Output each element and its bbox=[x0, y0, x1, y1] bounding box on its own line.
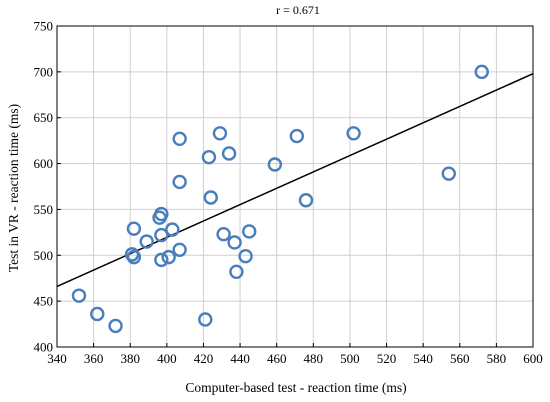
data-point-26 bbox=[267, 157, 283, 172]
y-axis-title: Test in VR - reaction time (ms) bbox=[6, 104, 21, 272]
data-point-21 bbox=[221, 146, 237, 161]
data-point-11 bbox=[161, 249, 176, 265]
data-point-19 bbox=[212, 126, 228, 141]
data-point-2 bbox=[108, 318, 123, 334]
data-point-9 bbox=[154, 227, 169, 243]
data-points bbox=[71, 64, 489, 334]
data-point-0 bbox=[71, 288, 87, 303]
x-tick-label-4: 420 bbox=[194, 351, 214, 366]
x-tick-label-3: 400 bbox=[157, 351, 177, 366]
data-point-29 bbox=[346, 126, 361, 141]
x-tick-label-8: 500 bbox=[340, 351, 360, 366]
data-point-23 bbox=[229, 264, 244, 279]
data-point-13 bbox=[172, 131, 187, 147]
x-tick-label-11: 560 bbox=[450, 351, 470, 366]
data-point-25 bbox=[242, 224, 257, 239]
data-point-15 bbox=[172, 242, 187, 257]
x-tick-label-0: 340 bbox=[47, 351, 67, 366]
data-point-8 bbox=[154, 206, 169, 222]
data-point-31 bbox=[474, 64, 489, 80]
y-tick-label-1: 450 bbox=[34, 294, 54, 309]
data-point-5 bbox=[126, 221, 142, 236]
data-point-20 bbox=[216, 226, 231, 242]
data-point-24 bbox=[238, 249, 253, 264]
y-tick-label-7: 750 bbox=[34, 19, 54, 34]
y-tick-label-3: 550 bbox=[34, 202, 54, 217]
x-tick-label-9: 520 bbox=[377, 351, 397, 366]
x-tick-label-10: 540 bbox=[413, 351, 433, 366]
data-point-17 bbox=[201, 149, 217, 165]
y-tick-label-4: 600 bbox=[34, 156, 54, 171]
data-point-28 bbox=[298, 193, 314, 208]
x-tick-label-7: 480 bbox=[304, 351, 324, 366]
y-axis-ticks: 400 450 500 550 600 650 700 750 bbox=[34, 19, 61, 355]
x-axis-title: Computer-based test - reaction time (ms) bbox=[185, 380, 406, 395]
data-point-14 bbox=[172, 174, 187, 190]
y-tick-label-0: 400 bbox=[34, 340, 54, 355]
grid bbox=[56, 25, 534, 348]
correlation-annotation: r = 0.671 bbox=[276, 3, 320, 17]
x-axis-ticks: 340 360 380 400 420 440 460 480 500 520 540 560 580 6… bbox=[47, 343, 543, 366]
data-point-10 bbox=[154, 252, 169, 268]
data-point-12 bbox=[165, 222, 180, 237]
x-tick-label-2: 380 bbox=[120, 351, 140, 366]
data-point-18 bbox=[203, 190, 218, 205]
y-tick-label-2: 500 bbox=[34, 248, 54, 263]
x-tick-label-5: 440 bbox=[230, 351, 250, 366]
x-tick-label-1: 360 bbox=[84, 351, 104, 366]
data-point-16 bbox=[198, 312, 213, 327]
y-tick-label-6: 700 bbox=[34, 64, 54, 79]
data-point-6 bbox=[139, 234, 154, 249]
data-point-27 bbox=[289, 128, 305, 144]
x-tick-label-13: 600 bbox=[523, 351, 543, 366]
x-tick-label-12: 580 bbox=[487, 351, 507, 366]
data-point-30 bbox=[441, 166, 456, 181]
data-point-4 bbox=[126, 249, 142, 265]
y-tick-label-5: 650 bbox=[34, 110, 54, 125]
x-tick-label-6: 460 bbox=[267, 351, 287, 366]
plot-frame bbox=[56, 25, 534, 348]
data-point-22 bbox=[227, 235, 242, 250]
data-point-1 bbox=[90, 306, 105, 322]
